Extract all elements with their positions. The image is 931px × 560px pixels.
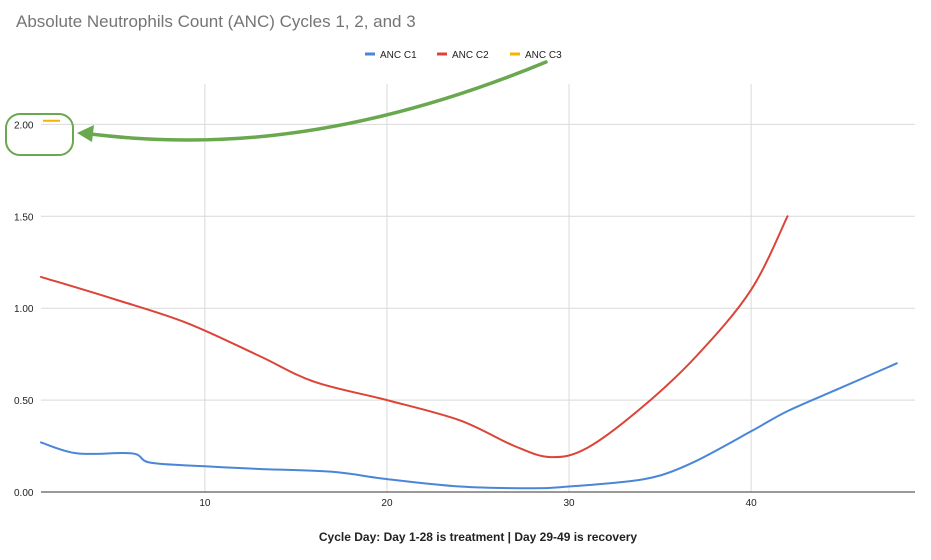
axis-ticks: 0.00 0.50 1.00 1.50 2.00 10 20 30 40 [14, 120, 915, 509]
series-line-anc-c1 [40, 362, 898, 490]
y-tick-label: 0.00 [14, 488, 34, 499]
x-tick-label: 10 [199, 498, 211, 509]
legend[interactable]: ANC C1 ANC C2 ANC C3 [365, 50, 562, 61]
legend-label: ANC C2 [452, 50, 489, 61]
x-tick-label: 30 [563, 498, 575, 509]
highlight-box [5, 113, 74, 156]
y-tick-label: 1.50 [14, 212, 34, 223]
x-axis-label: Cycle Day: Day 1-28 is treatment | Day 2… [319, 530, 638, 544]
series-lines [40, 119, 898, 490]
x-tick-label: 20 [381, 498, 393, 509]
legend-item-anc-c1[interactable]: ANC C1 [365, 50, 417, 61]
annotation-arrow [88, 60, 548, 142]
legend-label: ANC C1 [380, 50, 417, 61]
legend-item-anc-c3[interactable]: ANC C3 [510, 50, 562, 61]
arrowhead-icon [77, 125, 94, 142]
y-tick-label: 0.50 [14, 396, 34, 407]
legend-item-anc-c2[interactable]: ANC C2 [437, 50, 489, 61]
y-tick-label: 2.00 [14, 120, 34, 131]
chart-title: Absolute Neutrophils Count (ANC) Cycles … [16, 12, 416, 31]
x-tick-label: 40 [746, 498, 758, 509]
legend-label: ANC C3 [525, 50, 562, 61]
series-line-anc-c2 [40, 215, 789, 459]
annotation [5, 60, 548, 156]
y-tick-label: 1.00 [14, 304, 34, 315]
grid [41, 84, 915, 492]
